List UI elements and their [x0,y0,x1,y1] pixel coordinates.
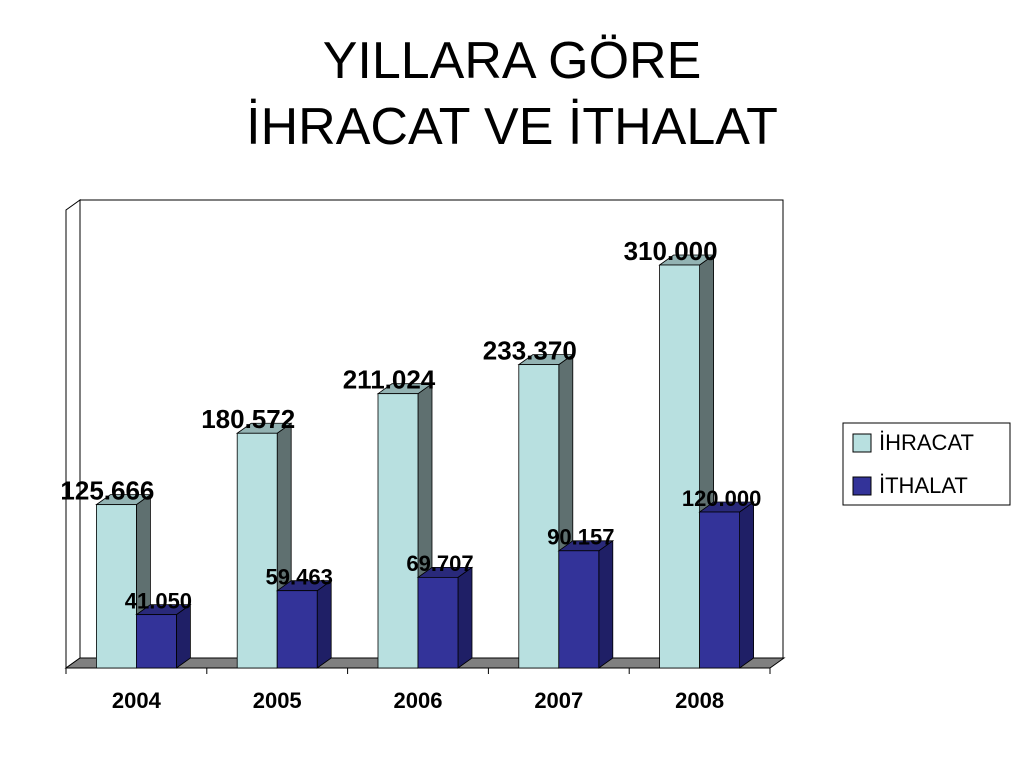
bar-side [739,501,754,669]
bar [276,590,318,669]
bar [699,511,740,669]
legend-label: İHRACAT [879,430,974,455]
bar [558,550,600,669]
legend-swatch [852,476,872,496]
bar [659,264,700,669]
bar [96,504,137,669]
chart-title: YILLARA GÖRE İHRACAT VE İTHALAT [246,32,778,156]
legend-swatch [852,433,872,453]
value-label: 41.050 [125,588,192,613]
bar-side [316,579,332,669]
x-tick-label: 2008 [675,688,724,713]
x-tick-label: 2006 [394,688,443,713]
bar [518,364,560,669]
bar-side [457,566,473,669]
bar [377,393,419,669]
value-label: 59.463 [266,565,333,590]
value-label: 125.666 [60,476,154,506]
legend-label: İTHALAT [879,473,968,498]
value-label: 211.024 [343,365,436,395]
x-tick-label: 2005 [253,688,302,713]
x-tick-label: 2004 [112,688,162,713]
bar [135,614,177,669]
value-label: 310.000 [624,236,718,266]
side-wall [65,199,81,669]
bar-side [175,603,191,669]
value-label: 180.572 [201,404,295,434]
x-tick-label: 2007 [534,688,583,713]
bar [236,432,278,669]
bar [417,576,459,669]
value-label: 69.707 [406,551,473,576]
value-label: 120.000 [682,486,762,511]
bar-side [598,540,614,669]
value-label: 233.370 [483,335,577,365]
value-label: 90.157 [547,525,614,550]
